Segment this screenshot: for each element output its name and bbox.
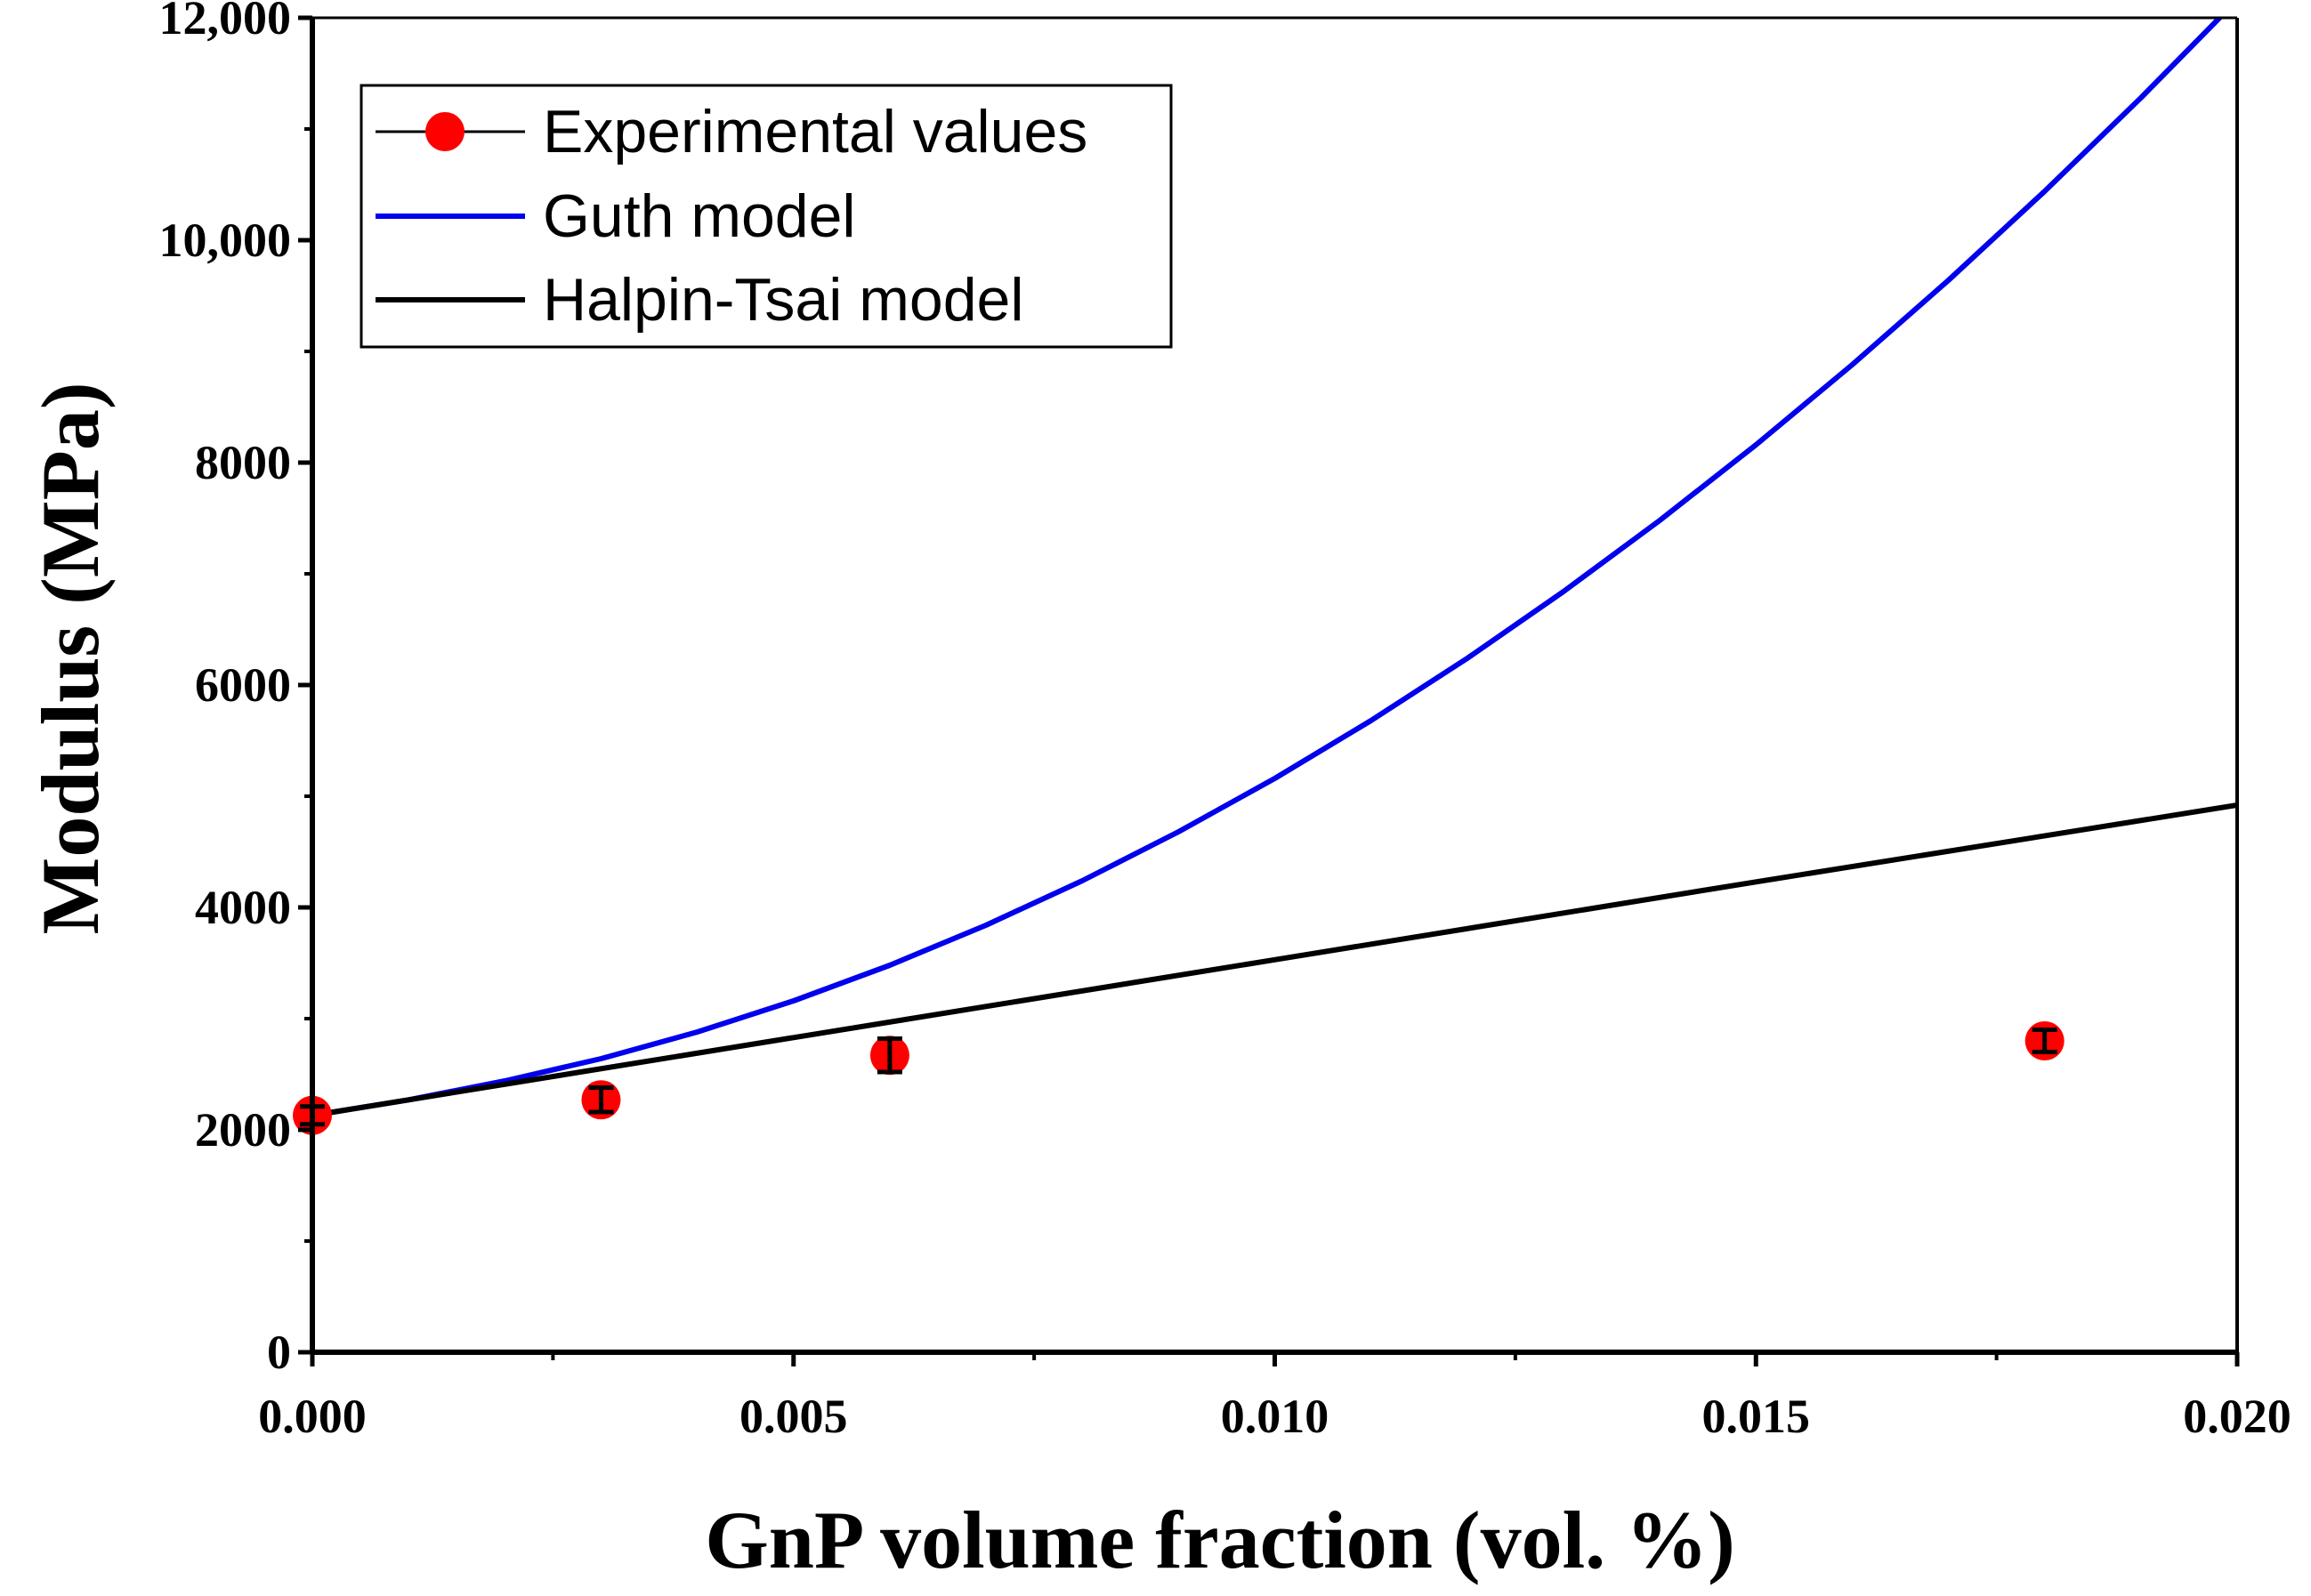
legend-label-guth: Guth model xyxy=(543,182,856,250)
data-point xyxy=(869,1036,909,1076)
x-tick-label: 0.020 xyxy=(2183,1390,2291,1443)
y-tick-label: 8000 xyxy=(195,436,291,489)
legend: Experimental values Guth model Halpin-Ts… xyxy=(360,84,1173,349)
y-tick-label: 6000 xyxy=(195,658,291,712)
y-tick-label: 0 xyxy=(267,1326,291,1379)
y-tick-label: 10,000 xyxy=(159,214,292,267)
series-line-guth-model xyxy=(312,18,2224,1118)
data-point xyxy=(581,1080,621,1120)
y-tick-label: 4000 xyxy=(195,881,291,934)
data-point xyxy=(2024,1021,2065,1060)
x-tick-label: 0.005 xyxy=(739,1390,848,1443)
y-tick-label: 12,000 xyxy=(159,0,292,44)
x-tick-label: 0.010 xyxy=(1221,1390,1329,1443)
legend-marker-dot xyxy=(425,112,465,151)
legend-label-halpin-tsai: Halpin-Tsai model xyxy=(543,266,1023,334)
legend-label-experimental: Experimental values xyxy=(543,98,1087,165)
x-tick-label: 0.000 xyxy=(258,1390,367,1443)
y-axis-title: Modulus (MPa) xyxy=(25,383,116,935)
series-line-halpin-tsai-model xyxy=(312,802,2237,1118)
x-tick-label: 0.015 xyxy=(1702,1390,1811,1443)
x-axis-title: GnP volume fraction (vol. %) xyxy=(705,1495,1735,1585)
y-tick-label: 2000 xyxy=(195,1103,291,1157)
